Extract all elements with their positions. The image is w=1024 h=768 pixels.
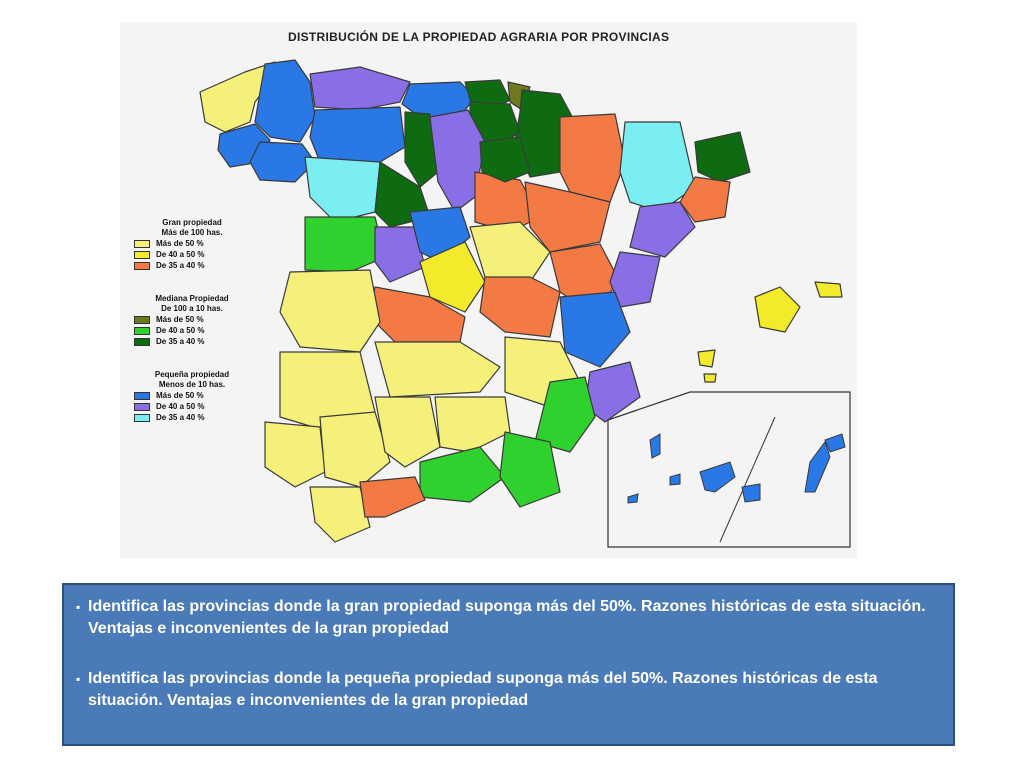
task-box: ▪ Identifica las provincias donde la gra… <box>62 583 955 746</box>
province-almeria <box>499 431 561 508</box>
legend-label: De 35 a 40 % <box>156 261 205 270</box>
province-leon <box>309 106 406 163</box>
legend-swatch <box>134 391 150 400</box>
province-valladolid <box>374 161 431 228</box>
province-zamora <box>304 156 381 223</box>
legend-swatch <box>134 413 150 422</box>
task-text: Identifica las provincias donde la gran … <box>88 598 926 637</box>
map-title: DISTRIBUCIÓN DE LA PROPIEDAD AGRARIA POR… <box>288 30 670 44</box>
island-tenerife <box>699 461 736 493</box>
legend-label: De 35 a 40 % <box>156 337 205 346</box>
province-jaen <box>434 396 511 453</box>
province-segovia <box>374 226 426 283</box>
legend-row: Más de 50 % <box>134 390 252 401</box>
legend-heading-line: Gran propiedad <box>162 218 222 227</box>
province-huelva <box>264 421 326 488</box>
province-cuenca <box>479 276 561 338</box>
province-a-coruna <box>199 61 276 133</box>
legend-heading-line: Mediana Propiedad <box>155 294 229 303</box>
legend-heading-line: Pequeña propiedad <box>154 370 230 379</box>
legend-heading-line: De 100 a 10 has. <box>161 304 223 313</box>
island-gran-canaria <box>741 483 761 503</box>
legend-row: De 40 a 50 % <box>134 325 252 336</box>
island-lanzarote <box>824 433 846 453</box>
legend-row: Más de 50 % <box>134 314 252 325</box>
legend-row: De 35 a 40 % <box>134 412 252 423</box>
province-palencia <box>404 111 439 188</box>
legend-swatch <box>134 261 150 270</box>
bullet-icon: ▪ <box>76 600 81 614</box>
province-ciudad-real <box>374 341 501 398</box>
task-text: Identifica las provincias donde la peque… <box>88 670 878 709</box>
island-el-hierro <box>627 493 639 504</box>
legend-swatch <box>134 337 150 346</box>
legend-heading-line: Menos de 10 has. <box>158 380 226 389</box>
legend-label: Más de 50 % <box>156 391 204 400</box>
province-madrid <box>419 241 486 313</box>
map-panel: DISTRIBUCIÓN DE LA PROPIEDAD AGRARIA POR… <box>120 22 857 558</box>
province-guadalajara <box>469 221 551 283</box>
legend-label: De 40 a 50 % <box>156 326 205 335</box>
province-girona <box>694 131 751 183</box>
legend-group-gran-propiedad: Gran propiedad Más de 100 has. Más de 50… <box>132 218 252 271</box>
legend-row: De 40 a 50 % <box>134 401 252 412</box>
legend-swatch <box>134 326 150 335</box>
island-la-gomera <box>669 473 681 486</box>
task-item: ▪ Identifica las provincias donde la peq… <box>76 668 936 712</box>
legend-label: De 40 a 50 % <box>156 402 205 411</box>
province-huesca <box>559 113 626 203</box>
legend-row: De 35 a 40 % <box>134 336 252 347</box>
province-cordoba <box>374 396 441 468</box>
island-formentera <box>703 373 717 383</box>
province-cadiz <box>309 486 371 543</box>
province-granada <box>419 446 506 503</box>
canary-inset <box>607 391 851 548</box>
island-mallorca <box>754 286 801 333</box>
legend-row: Más de 50 % <box>134 238 252 249</box>
bullet-icon: ▪ <box>76 672 81 686</box>
province-asturias <box>309 66 411 111</box>
province-caceres <box>279 269 381 353</box>
legend-heading: Mediana Propiedad De 100 a 10 has. <box>132 294 252 314</box>
legend-row: De 35 a 40 % <box>134 260 252 271</box>
island-menorca <box>814 281 843 298</box>
legend-swatch <box>134 402 150 411</box>
legend-label: Más de 50 % <box>156 239 204 248</box>
province-la-rioja <box>479 136 531 183</box>
legend-group-pequena-propiedad: Pequeña propiedad Menos de 10 has. Más d… <box>132 370 252 423</box>
province-murcia <box>534 376 596 453</box>
legend-label: Más de 50 % <box>156 315 204 324</box>
island-la-palma <box>649 433 661 459</box>
province-lugo <box>254 59 316 143</box>
legend-label: De 35 a 40 % <box>156 413 205 422</box>
legend-label: De 40 a 50 % <box>156 250 205 259</box>
province-ourense <box>249 141 316 183</box>
province-sevilla <box>319 411 391 488</box>
province-leon-salamanca <box>304 216 386 273</box>
province-valencia <box>559 291 631 368</box>
province-tarragona <box>629 201 696 258</box>
legend-swatch <box>134 239 150 248</box>
task-item: ▪ Identifica las provincias donde la gra… <box>76 596 936 640</box>
province-zaragoza <box>524 181 611 253</box>
legend-swatch <box>134 250 150 259</box>
legend-heading: Gran propiedad Más de 100 has. <box>132 218 252 238</box>
legend-swatch <box>134 315 150 324</box>
legend-heading-line: Más de 100 has. <box>161 228 223 237</box>
island-ibiza <box>697 349 716 368</box>
province-castellon <box>609 251 661 308</box>
legend-heading: Pequeña propiedad Menos de 10 has. <box>132 370 252 390</box>
legend-group-mediana-propiedad: Mediana Propiedad De 100 a 10 has. Más d… <box>132 294 252 347</box>
spain-province-map <box>199 59 851 548</box>
legend-row: De 40 a 50 % <box>134 249 252 260</box>
province-barcelona <box>679 176 731 223</box>
island-fuerteventura <box>804 440 831 493</box>
province-malaga <box>359 476 426 518</box>
